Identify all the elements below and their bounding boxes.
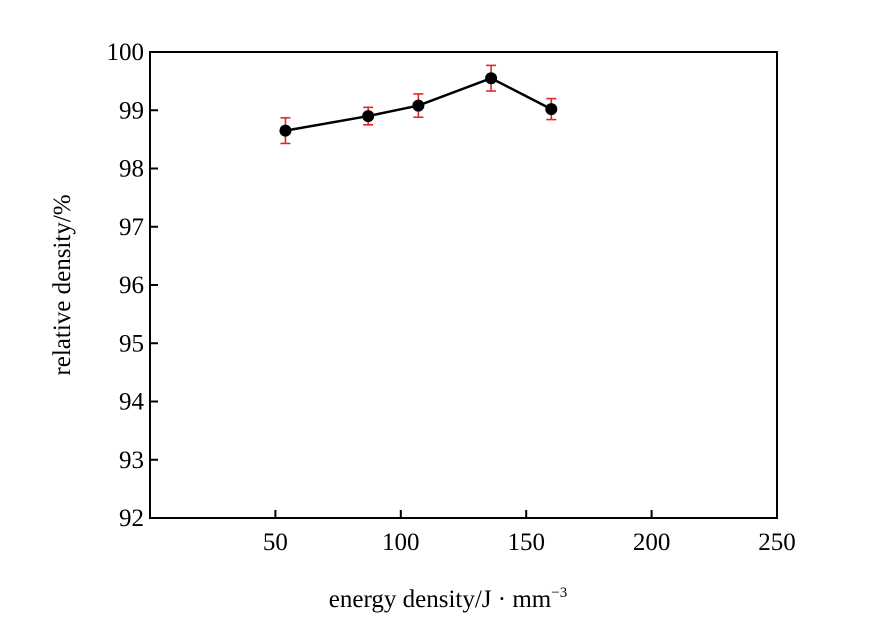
y-tick-label: 97 <box>119 214 144 241</box>
x-axis-title-main: energy density/J · mm <box>329 586 552 613</box>
y-tick-label: 94 <box>119 389 145 416</box>
x-tick-label: 100 <box>382 529 420 556</box>
y-axis-title: relative density/% <box>49 194 76 375</box>
y-tick-label: 96 <box>119 272 144 299</box>
data-point <box>545 103 558 116</box>
y-tick-label: 99 <box>119 97 144 124</box>
y-tick-label: 92 <box>119 505 144 532</box>
x-axis: 50 100 150 200 250 <box>263 510 796 556</box>
x-tick-label: 250 <box>758 529 796 556</box>
data-point <box>485 72 498 85</box>
x-tick-label: 200 <box>633 529 671 556</box>
x-axis-title: energy density/J · mm−3 <box>329 585 567 613</box>
plot-area <box>279 64 558 145</box>
y-tick-label: 100 <box>107 39 145 66</box>
x-tick-label: 150 <box>507 529 545 556</box>
y-tick-label: 93 <box>119 447 144 474</box>
data-point <box>279 124 292 137</box>
data-point <box>412 99 425 112</box>
plot-frame <box>149 51 778 519</box>
data-point <box>362 110 375 123</box>
x-axis-title-exponent: −3 <box>551 585 567 601</box>
y-tick-label: 95 <box>119 330 144 357</box>
y-axis: 92 93 94 95 96 97 98 99 100 <box>107 39 158 532</box>
y-tick-label: 98 <box>119 156 144 183</box>
x-tick-label: 50 <box>263 529 288 556</box>
